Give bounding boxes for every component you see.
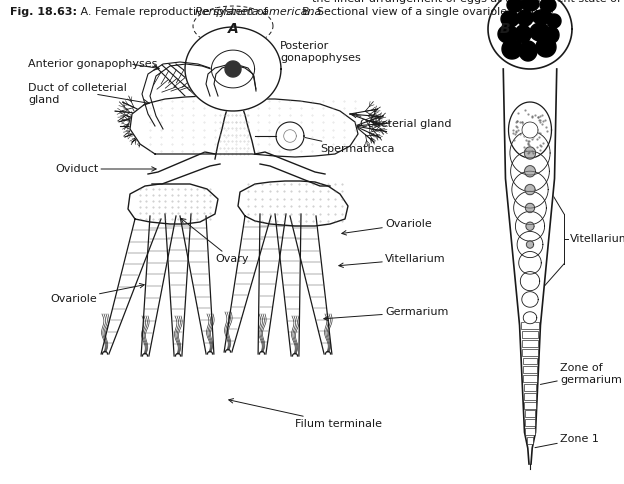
Polygon shape <box>141 216 176 356</box>
Text: Ovariole: Ovariole <box>50 284 144 304</box>
Text: B: B <box>500 22 510 36</box>
Bar <box>524 393 536 400</box>
Bar <box>522 331 539 338</box>
Text: Colleterial gland: Colleterial gland <box>352 113 452 129</box>
Polygon shape <box>525 184 535 195</box>
Polygon shape <box>522 122 538 138</box>
Text: Filum terminale: Filum terminale <box>229 399 382 429</box>
Bar <box>522 348 538 356</box>
Text: A: A <box>228 22 238 36</box>
Polygon shape <box>525 203 535 212</box>
Polygon shape <box>522 292 538 307</box>
Polygon shape <box>524 147 535 159</box>
Polygon shape <box>547 14 561 28</box>
Bar <box>524 402 536 408</box>
Text: . B. Sectional view of a single ovariole to show: . B. Sectional view of a single ovariole… <box>295 7 554 17</box>
Polygon shape <box>225 61 241 77</box>
Polygon shape <box>519 252 541 274</box>
Bar <box>525 419 535 426</box>
Text: Vitellarium: Vitellarium <box>339 254 446 268</box>
Polygon shape <box>255 152 330 186</box>
Polygon shape <box>515 25 531 43</box>
Polygon shape <box>520 272 540 291</box>
Polygon shape <box>527 241 534 248</box>
Polygon shape <box>521 0 539 11</box>
Polygon shape <box>101 219 161 354</box>
Polygon shape <box>148 152 220 184</box>
Text: Spermatheca: Spermatheca <box>293 134 394 154</box>
Text: Ovariole: Ovariole <box>342 219 432 235</box>
Text: Posterior
gonapophyses: Posterior gonapophyses <box>243 41 361 78</box>
Text: Anterior gonapophyses: Anterior gonapophyses <box>28 59 157 69</box>
Polygon shape <box>165 214 191 356</box>
Text: Fig. 18.63:: Fig. 18.63: <box>10 7 77 17</box>
Bar <box>523 366 537 373</box>
Polygon shape <box>509 102 552 158</box>
Polygon shape <box>180 216 214 354</box>
Polygon shape <box>515 212 545 241</box>
Text: Ovary: Ovary <box>181 218 248 264</box>
Bar <box>522 358 537 364</box>
Polygon shape <box>517 231 543 257</box>
Polygon shape <box>185 27 281 111</box>
Polygon shape <box>524 312 537 324</box>
Polygon shape <box>276 122 304 150</box>
Polygon shape <box>128 184 218 224</box>
Polygon shape <box>498 25 518 43</box>
Bar <box>524 384 537 391</box>
Polygon shape <box>504 69 557 464</box>
Text: Vitellarium: Vitellarium <box>570 234 624 244</box>
Text: Zone 1: Zone 1 <box>535 434 599 448</box>
Bar <box>525 428 535 435</box>
Text: Duct of colleterial
gland: Duct of colleterial gland <box>28 83 127 105</box>
Polygon shape <box>212 50 255 88</box>
Polygon shape <box>275 214 301 356</box>
Polygon shape <box>526 222 534 230</box>
Polygon shape <box>536 37 556 57</box>
Polygon shape <box>517 10 533 26</box>
Polygon shape <box>258 214 286 354</box>
Text: the linear arrangement of eggs at the different state of maturity.: the linear arrangement of eggs at the di… <box>312 0 624 4</box>
Polygon shape <box>512 171 548 208</box>
Bar <box>527 437 534 444</box>
Polygon shape <box>238 181 348 226</box>
Polygon shape <box>545 27 559 43</box>
Polygon shape <box>510 151 549 192</box>
Bar <box>521 322 539 329</box>
Polygon shape <box>519 41 537 61</box>
Polygon shape <box>130 96 358 157</box>
Polygon shape <box>530 23 550 41</box>
Polygon shape <box>290 216 332 354</box>
Text: Germarium: Germarium <box>324 307 449 320</box>
Text: Periplaneta americana: Periplaneta americana <box>195 7 321 17</box>
Polygon shape <box>540 0 556 12</box>
Bar <box>525 410 535 417</box>
Polygon shape <box>488 0 572 69</box>
Text: Oviduct: Oviduct <box>55 164 156 174</box>
Polygon shape <box>215 106 255 159</box>
Polygon shape <box>502 39 522 59</box>
Polygon shape <box>206 70 256 96</box>
Bar <box>524 375 537 382</box>
Text: A. Female reproductive system of: A. Female reproductive system of <box>77 7 271 17</box>
Polygon shape <box>514 191 547 225</box>
Polygon shape <box>507 0 523 12</box>
Text: Zone of
germarium: Zone of germarium <box>540 363 622 385</box>
Polygon shape <box>224 216 271 352</box>
Polygon shape <box>510 131 550 175</box>
Polygon shape <box>525 166 535 177</box>
Polygon shape <box>501 11 519 27</box>
Polygon shape <box>532 10 552 24</box>
Bar <box>522 340 538 347</box>
